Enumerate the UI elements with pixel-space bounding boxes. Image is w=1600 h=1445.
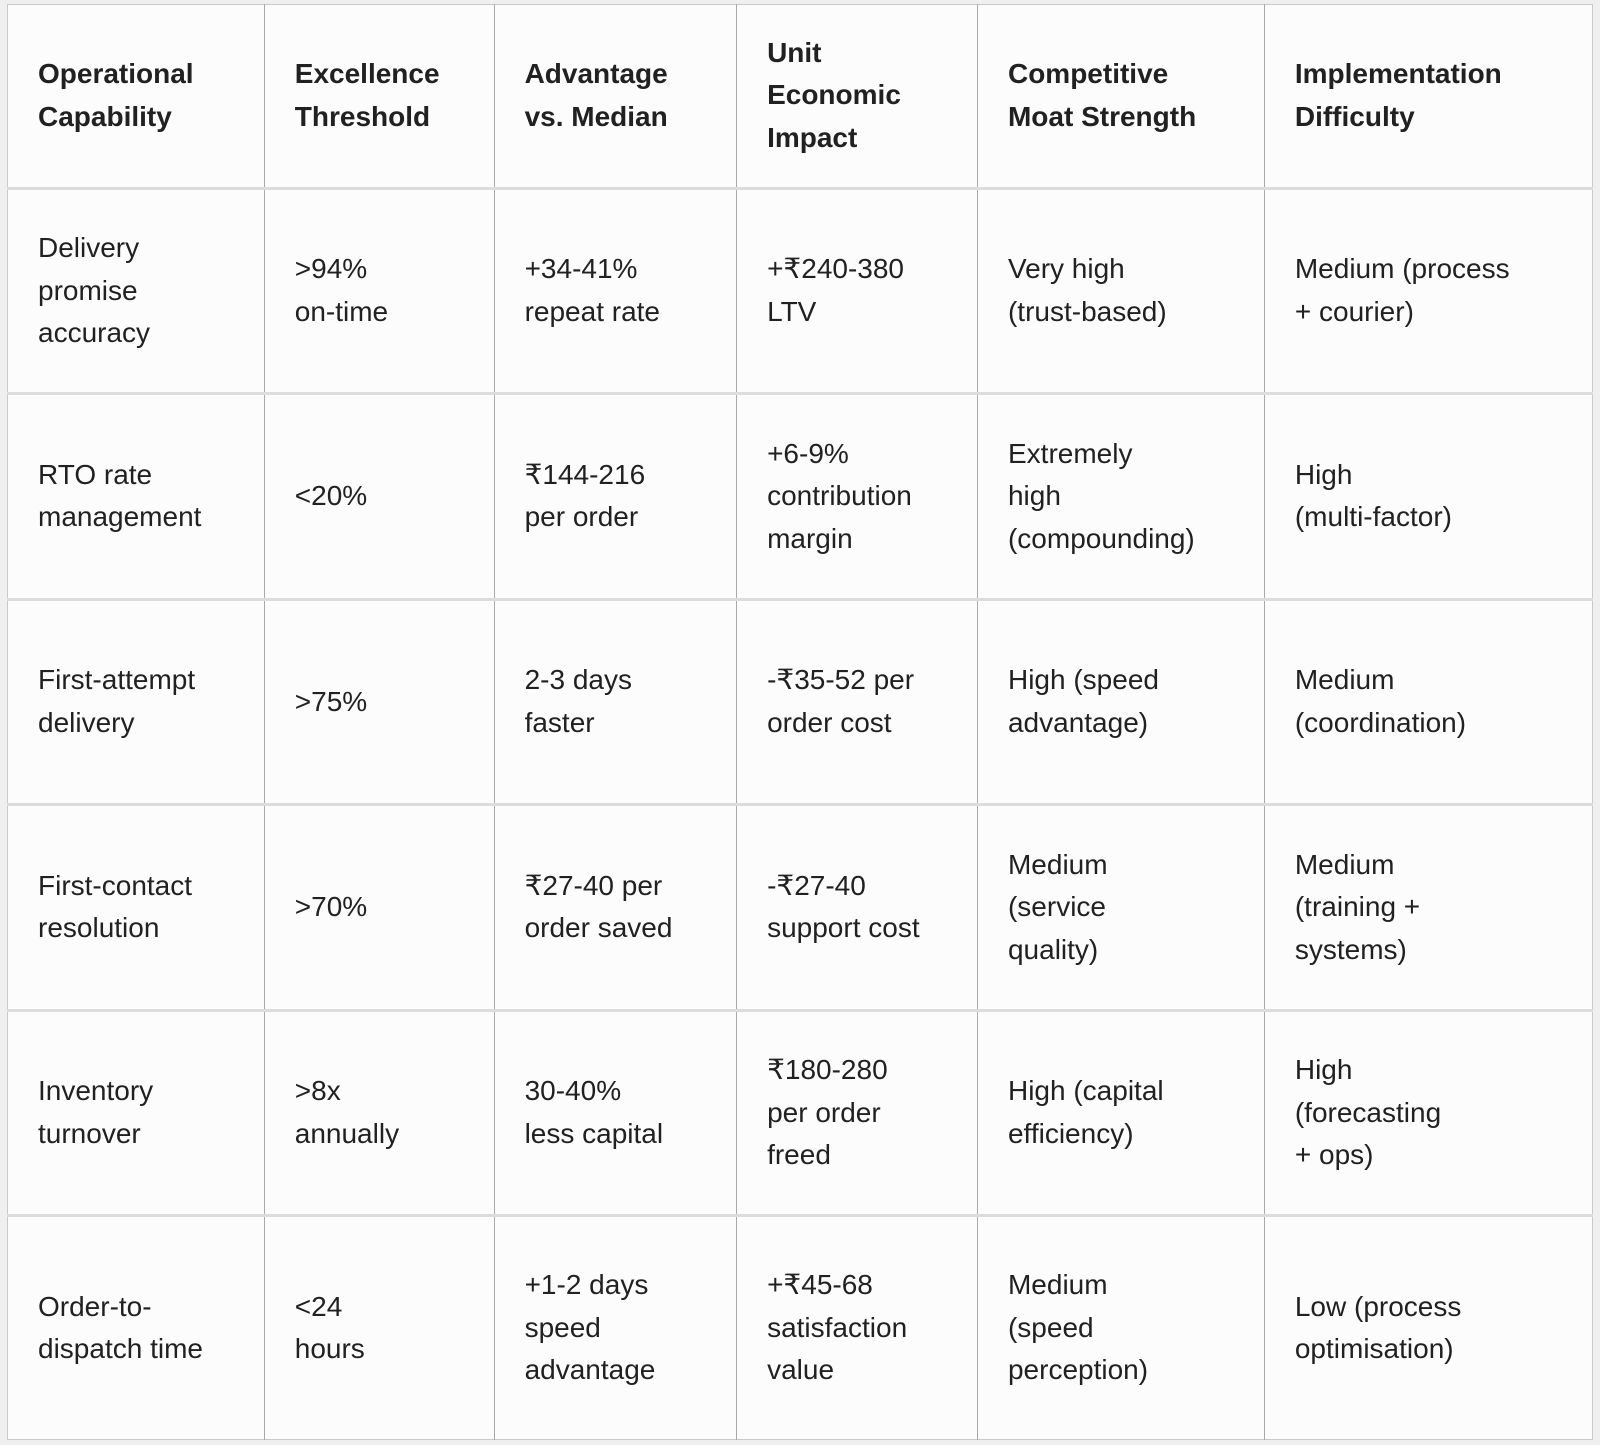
- column-header-implementation-difficulty: Implementation Difficulty: [1263, 4, 1593, 188]
- table-cell: Medium (service quality): [976, 803, 1265, 1011]
- table-row: Inventory turnover >8x annually 30-40% l…: [7, 1008, 1593, 1216]
- table-cell: Low (process optimisation): [1263, 1214, 1593, 1440]
- table-cell: >8x annually: [263, 1008, 495, 1216]
- table-cell: +₹240-380 LTV: [736, 186, 978, 394]
- row-label-cell: First-contact resolution: [7, 803, 265, 1011]
- table-row: RTO rate management <20% ₹144-216 per or…: [7, 392, 1593, 600]
- table-cell: <24 hours: [263, 1214, 495, 1440]
- column-header-operational-capability: Operational Capability: [38, 58, 194, 132]
- table-cell: ₹180-280 per order freed: [736, 1008, 978, 1216]
- table-cell: 2-3 days faster: [493, 597, 737, 805]
- table-cell: >94% on-time: [263, 186, 495, 394]
- table-cell: Medium (training + systems): [1263, 803, 1593, 1011]
- column-header-competitive-moat-strength: Competitive Moat Strength: [976, 4, 1265, 188]
- table-cell: High (speed advantage): [976, 597, 1265, 805]
- row-label-cell: First-attempt delivery: [7, 597, 265, 805]
- table-cell: ₹27-40 per order saved: [493, 803, 737, 1011]
- table-cell: Medium (process + courier): [1263, 186, 1593, 394]
- table-header-row: Operational Capability Excellence Thresh…: [8, 4, 1593, 188]
- table-cell: -₹27-40 support cost: [736, 803, 978, 1011]
- table-cell: Medium (speed perception): [976, 1214, 1265, 1440]
- column-header-unit-economic-impact: Unit Economic Impact: [736, 4, 978, 188]
- table-cell: <20%: [263, 392, 495, 600]
- table-row: Order-to- dispatch time <24 hours +1-2 d…: [7, 1214, 1593, 1440]
- table-row: First-contact resolution >70% ₹27-40 per…: [7, 803, 1593, 1011]
- column-header-advantage-vs-median: Advantage vs. Median: [493, 4, 737, 188]
- table-cell: Medium (coordination): [1263, 597, 1593, 805]
- table-cell: +6-9% contribution margin: [736, 392, 978, 600]
- table-cell: Extremely high (compounding): [976, 392, 1265, 600]
- table-row: First-attempt delivery >75% 2-3 days fas…: [7, 597, 1593, 805]
- table-cell: >70%: [263, 803, 495, 1011]
- row-label-cell: Order-to- dispatch time: [7, 1214, 265, 1440]
- table-cell: High (multi-factor): [1263, 392, 1593, 600]
- table-cell: 30-40% less capital: [493, 1008, 737, 1216]
- table-cell: +34-41% repeat rate: [493, 186, 737, 394]
- operational-capabilities-table: Operational Capability Excellence Thresh…: [7, 4, 1593, 1440]
- table-cell: +₹45-68 satisfaction value: [736, 1214, 978, 1440]
- table-cell: High (forecasting + ops): [1263, 1008, 1593, 1216]
- table-cell: >75%: [263, 597, 495, 805]
- row-label-cell: Inventory turnover: [7, 1008, 265, 1216]
- table-cell: High (capital efficiency): [976, 1008, 1265, 1216]
- column-header-excellence-threshold: Excellence Threshold: [263, 4, 495, 188]
- table-cell: -₹35-52 per order cost: [736, 597, 978, 805]
- table-cell: +1-2 days speed advantage: [493, 1214, 737, 1440]
- row-label-cell: RTO rate management: [7, 392, 265, 600]
- table-cell: Very high (trust-based): [976, 186, 1265, 394]
- table-cell: ₹144-216 per order: [493, 392, 737, 600]
- row-label-cell: Delivery promise accuracy: [7, 186, 265, 394]
- table-row: Delivery promise accuracy >94% on-time +…: [7, 186, 1593, 394]
